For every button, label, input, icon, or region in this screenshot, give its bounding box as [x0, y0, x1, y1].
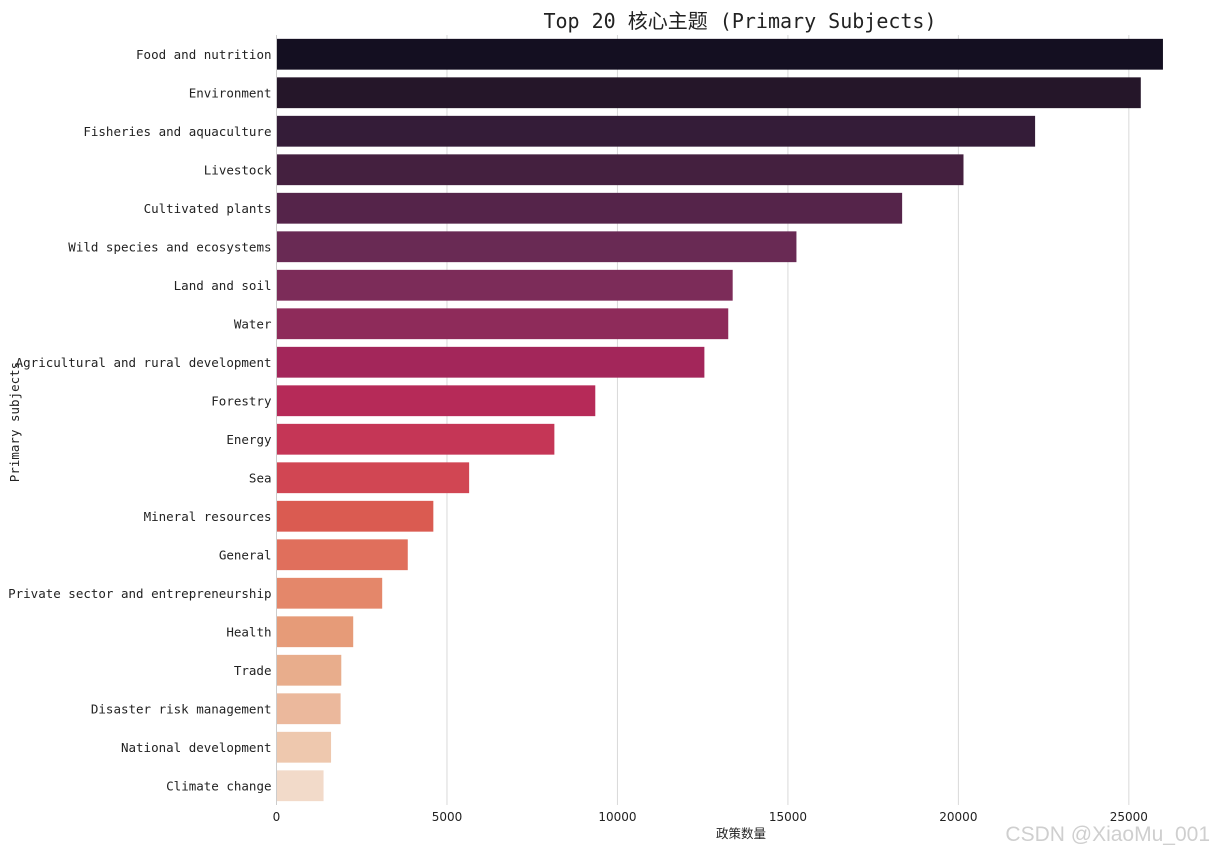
category-labels: Food and nutrition Environment Fisheries a… [8, 47, 272, 794]
category-label: Wild species and ecosystems [68, 239, 271, 254]
bar [276, 346, 705, 378]
category-label: Fisheries and aquaculture [83, 124, 271, 139]
category-label: Disaster risk management [91, 701, 272, 716]
x-tick-label: 20000 [939, 810, 977, 824]
category-label: Sea [249, 470, 272, 485]
x-tick-label: 10000 [598, 810, 636, 824]
category-label: Energy [226, 432, 272, 447]
bar [276, 423, 555, 455]
x-tick-label: 5000 [432, 810, 463, 824]
bar [276, 616, 354, 648]
x-tick-label: 25000 [1110, 810, 1148, 824]
x-axis-label: 政策数量 [716, 826, 766, 841]
bar [276, 154, 964, 186]
bar [276, 269, 733, 301]
x-tick-label: 0 [273, 810, 281, 824]
category-label: Climate change [166, 778, 271, 793]
bar [276, 115, 1036, 147]
bar [276, 462, 470, 494]
y-axis-label: Primary subjects [7, 362, 22, 482]
category-label: Livestock [204, 162, 272, 177]
bar [276, 192, 903, 224]
bar [276, 654, 342, 686]
bar [276, 731, 332, 763]
bar [276, 577, 383, 609]
bar [276, 77, 1141, 109]
category-label: Private sector and entrepreneurship [8, 586, 271, 601]
x-tick-label: 15000 [769, 810, 807, 824]
category-label: Trade [234, 663, 272, 678]
bar [276, 693, 341, 725]
bar [276, 500, 434, 532]
category-label: Water [234, 316, 272, 331]
chart-title: Top 20 核心主题 (Primary Subjects) [543, 9, 936, 33]
bar [276, 308, 729, 340]
bar [276, 770, 324, 802]
category-label: General [219, 547, 272, 562]
category-label: Food and nutrition [136, 47, 271, 62]
category-label: Environment [189, 85, 272, 100]
category-label: National development [121, 740, 272, 755]
bar [276, 539, 408, 571]
category-label: Cultivated plants [144, 201, 272, 216]
x-tick-labels: 0 5000 10000 15000 20000 25000 [273, 810, 1148, 824]
grid-lines [446, 35, 1130, 805]
bar [276, 231, 797, 263]
category-label: Agricultural and rural development [16, 355, 272, 370]
category-label: Mineral resources [144, 509, 272, 524]
bar [276, 385, 596, 417]
bar [276, 38, 1163, 70]
category-label: Land and soil [174, 278, 272, 293]
watermark: CSDN @XiaoMu_001 [1005, 823, 1210, 846]
category-label: Health [226, 624, 271, 639]
bars-group [276, 38, 1163, 802]
category-label: Forestry [211, 393, 272, 408]
